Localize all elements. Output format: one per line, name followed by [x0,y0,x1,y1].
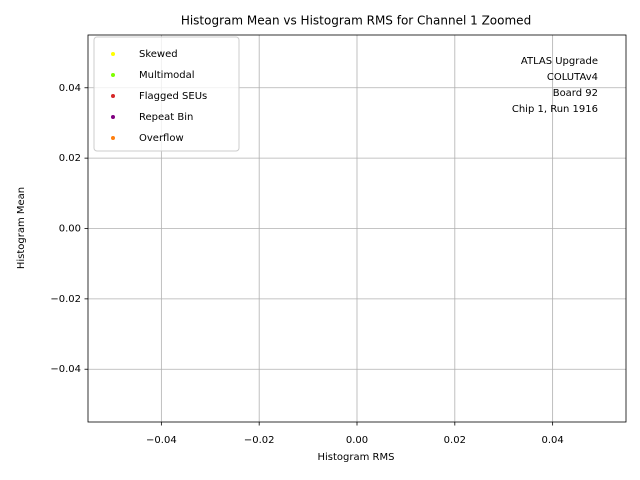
legend-marker [111,94,115,98]
legend-marker [111,115,115,119]
legend-label: Multimodal [139,70,195,81]
legend-label: Repeat Bin [139,112,193,123]
y-axis-label: Histogram Mean [16,187,27,269]
x-tick-label: 0.02 [444,435,466,446]
x-axis-label: Histogram RMS [318,452,395,463]
legend-label: Overflow [139,133,184,144]
y-tick-label: 0.04 [59,83,81,94]
legend-label: Skewed [139,49,178,60]
legend-label: Flagged SEUs [139,91,207,102]
legend-marker [111,52,115,56]
y-tick-label: −0.02 [50,294,81,305]
x-tick-label: 0.00 [346,435,368,446]
legend-box [93,36,240,152]
annotation: ATLAS Upgrade [521,56,598,67]
x-tick-label: −0.04 [146,435,177,446]
legend-marker [111,136,115,140]
legend-marker [111,73,115,77]
y-tick-label: 0.02 [59,153,81,164]
y-tick-label: −0.04 [50,364,81,375]
annotation: COLUTAv4 [547,72,598,83]
x-tick-label: −0.02 [244,435,275,446]
chart-title: Histogram Mean vs Histogram RMS for Chan… [181,14,531,28]
y-tick-label: 0.00 [59,224,81,235]
x-tick-label: 0.04 [542,435,564,446]
annotation: Chip 1, Run 1916 [512,104,598,115]
plot-frame [87,34,627,423]
annotation: Board 92 [553,88,598,99]
